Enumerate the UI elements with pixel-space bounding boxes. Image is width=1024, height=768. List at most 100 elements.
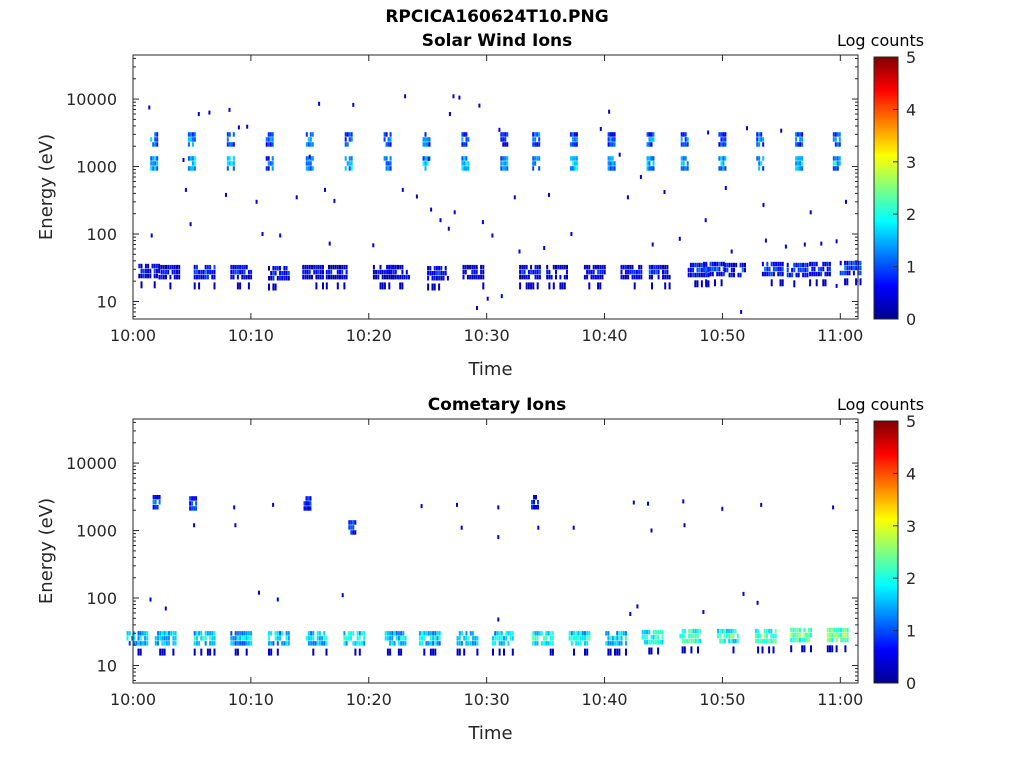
spectrogram-cell xyxy=(756,156,759,161)
spectrogram-cell xyxy=(609,636,612,641)
colorbar-tick-label: 1 xyxy=(906,622,916,641)
burst-cluster xyxy=(461,156,470,171)
spectrogram-cell xyxy=(163,631,166,636)
y-axis-label: Energy (eV) xyxy=(36,134,57,240)
spectrogram-cell xyxy=(802,262,805,268)
spectrogram-cell xyxy=(549,648,552,656)
spectrogram-cell xyxy=(761,261,764,267)
spectrogram-speck xyxy=(234,523,237,528)
spectrogram-cell xyxy=(801,132,804,137)
spectrogram-cell xyxy=(559,274,562,280)
spectrogram-cell xyxy=(473,264,476,270)
spectrogram-cell xyxy=(648,264,651,270)
spectrogram-cell xyxy=(250,641,253,646)
spectrogram-cell xyxy=(469,631,472,636)
spectrogram-cell xyxy=(172,631,175,636)
spectrogram-cell xyxy=(247,631,250,636)
spectrogram-cell xyxy=(828,271,831,277)
spectrogram-cell xyxy=(198,631,201,636)
spectrogram-cell xyxy=(741,267,744,273)
spectrogram-cell xyxy=(189,506,192,511)
spectrogram-cell xyxy=(348,166,351,171)
spectrogram-cell xyxy=(160,264,163,270)
spectrogram-cell xyxy=(575,641,578,646)
spectrogram-cell xyxy=(176,274,178,280)
spectrogram-cell xyxy=(315,282,318,290)
spectrogram-cell xyxy=(792,632,795,638)
spectrogram-cell xyxy=(465,156,468,161)
spectrogram-cell xyxy=(620,274,623,280)
spectrogram-cell xyxy=(391,631,394,636)
spectrogram-cell xyxy=(859,265,862,271)
spectrogram-cell xyxy=(721,628,724,634)
spectrogram-cell xyxy=(372,264,375,270)
x-tick-label: 10:30 xyxy=(464,690,510,709)
spectrogram-cell xyxy=(269,137,272,142)
spectrogram-speck xyxy=(246,124,249,129)
spectrogram-cell xyxy=(350,631,352,636)
spectrogram-cell xyxy=(334,274,337,280)
spectrogram-speck xyxy=(279,233,282,238)
spectrogram-cell xyxy=(828,266,831,272)
spectrogram-cell xyxy=(245,636,248,641)
spectrogram-cell xyxy=(504,161,507,166)
spectrogram-cell xyxy=(648,274,651,280)
spectrogram-cell xyxy=(805,637,808,643)
spectrogram-speck xyxy=(148,105,151,110)
burst-cluster xyxy=(648,264,671,290)
spectrogram-cell xyxy=(388,282,391,290)
spectrogram-cell xyxy=(709,261,712,267)
spectrogram-cell xyxy=(534,161,537,166)
burst-cluster xyxy=(138,263,161,289)
spectrogram-cell xyxy=(664,264,667,270)
spectrogram-cell xyxy=(549,641,552,646)
spectrogram-cell xyxy=(281,641,284,646)
spectrogram-cell xyxy=(245,274,248,280)
spectrogram-cell xyxy=(271,132,274,137)
spectrogram-cell xyxy=(427,266,430,271)
spectrogram-speck xyxy=(478,103,481,108)
spectrogram-cell xyxy=(171,264,174,270)
spectrogram-cell xyxy=(330,264,333,270)
spectrogram-cell xyxy=(597,269,600,275)
spectrogram-cell xyxy=(848,260,851,266)
spectrogram-cell xyxy=(494,636,497,641)
spectrogram-cell xyxy=(375,269,378,275)
spectrogram-cell xyxy=(158,500,161,505)
spectrogram-cell xyxy=(476,648,479,656)
spectrogram-cell xyxy=(559,264,562,270)
spectrogram-cell xyxy=(265,142,268,147)
spectrogram-cell xyxy=(599,274,602,280)
spectrogram-cell xyxy=(424,161,427,166)
spectrogram-cell xyxy=(154,636,157,641)
spectrogram-cell xyxy=(230,269,233,275)
spectrogram-cell xyxy=(463,648,466,656)
y-tick-label: 100 xyxy=(86,589,117,608)
spectrogram-cell xyxy=(532,161,535,166)
spectrogram-cell xyxy=(744,262,746,268)
spectrogram-cell xyxy=(611,137,614,142)
spectrogram-cell xyxy=(662,264,664,270)
spectrogram-cell xyxy=(584,631,586,636)
spectrogram-cell xyxy=(646,166,649,171)
spectrogram-cell xyxy=(426,142,429,147)
spectrogram-cell xyxy=(232,269,235,275)
spectrogram-speck xyxy=(820,241,823,246)
spectrogram-cell xyxy=(570,641,573,646)
spectrogram-cell xyxy=(272,641,275,646)
spectrogram-cell xyxy=(618,631,621,636)
spectrogram-cell xyxy=(813,261,816,267)
spectrogram-cell xyxy=(154,500,157,505)
spectrogram-cell xyxy=(383,132,386,137)
spectrogram-cell xyxy=(728,628,731,634)
spectrogram-cell xyxy=(666,264,669,270)
spectrogram-cell xyxy=(191,506,194,511)
spectrogram-cell xyxy=(504,132,507,137)
spectrogram-cell xyxy=(163,636,166,641)
spectrogram-cell xyxy=(202,636,205,641)
spectrogram-cell xyxy=(358,648,361,656)
spectrogram-cell xyxy=(770,628,773,634)
spectrogram-cell xyxy=(711,261,714,267)
spectrogram-cell xyxy=(283,641,286,646)
spectrogram-cell xyxy=(137,636,140,641)
